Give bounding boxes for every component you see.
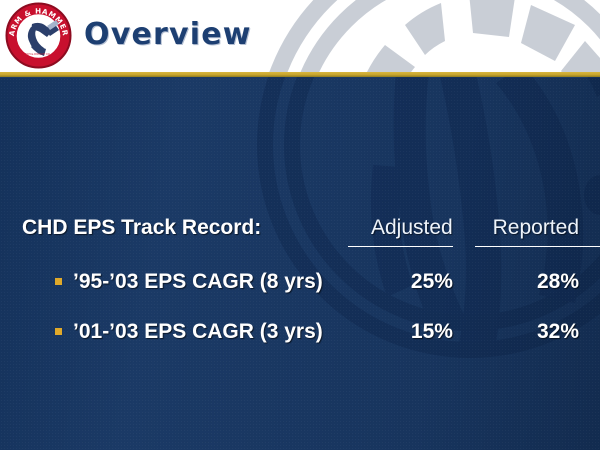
row-label: ’01-’03 EPS CAGR (3 yrs) <box>73 320 323 343</box>
svg-text:CHURCH & DWIGHT CO., INC.: CHURCH & DWIGHT CO., INC. <box>19 52 57 56</box>
row-label: ’95-’03 EPS CAGR (8 yrs) <box>73 270 323 293</box>
row-adjusted-value: 15% <box>410 320 453 343</box>
column-header-adjusted-underline <box>348 246 453 247</box>
table-row: ’95-’03 EPS CAGR (8 yrs) 25% 28% <box>0 270 600 294</box>
header-watermark-icon <box>255 0 600 72</box>
content-area: CHD EPS Track Record: Adjusted Reported … <box>0 78 600 450</box>
column-header-reported: Reported <box>474 216 600 247</box>
row-label-cell: ’95-’03 EPS CAGR (8 yrs) <box>0 270 349 294</box>
row-label-cell: ’01-’03 EPS CAGR (3 yrs) <box>0 320 349 344</box>
row-reported-value: 32% <box>536 320 579 343</box>
square-bullet-icon <box>55 328 62 335</box>
table-header-row: CHD EPS Track Record: Adjusted Reported <box>0 216 600 247</box>
page-title: Overview <box>84 17 252 52</box>
arm-and-hammer-logo-icon: ARM & HAMMER CHURCH & DWIGHT CO., INC. <box>5 2 72 69</box>
column-header-reported-label: Reported <box>492 216 579 239</box>
table-row: ’01-’03 EPS CAGR (3 yrs) 15% 32% <box>0 320 600 344</box>
square-bullet-icon <box>55 278 62 285</box>
row-reported-value: 28% <box>536 270 579 293</box>
gold-divider <box>0 72 600 77</box>
row-adjusted-value: 25% <box>410 270 453 293</box>
column-header-adjusted-label: Adjusted <box>370 216 453 239</box>
column-header-adjusted: Adjusted <box>348 216 453 247</box>
column-header-reported-underline <box>474 246 600 247</box>
track-record-label: CHD EPS Track Record: <box>22 216 262 239</box>
